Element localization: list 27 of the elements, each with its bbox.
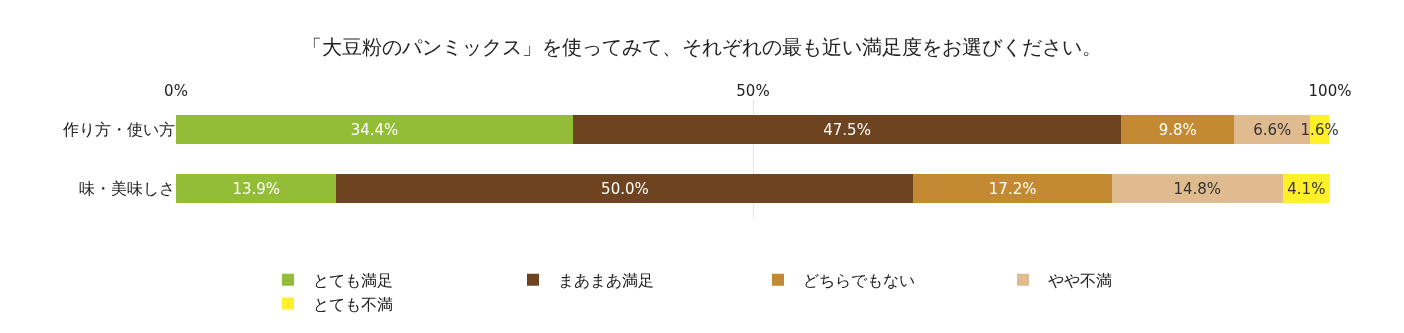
bar bbox=[572, 114, 1122, 145]
data-label: 13.9% bbox=[232, 179, 281, 198]
bar bbox=[176, 173, 337, 204]
bar bbox=[336, 173, 914, 204]
legend-label: やや不満 bbox=[1048, 270, 1112, 290]
legend-label: どちらでもない bbox=[803, 270, 915, 290]
legend-label: とても不満 bbox=[313, 294, 393, 314]
data-label: 9.8% bbox=[1158, 120, 1197, 139]
data-label: 14.8% bbox=[1173, 179, 1222, 198]
x-tick-label: 100% bbox=[1308, 82, 1352, 100]
legend-label: まあまあ満足 bbox=[558, 270, 654, 290]
x-tick-label: 0% bbox=[164, 82, 188, 100]
legend-label: とても満足 bbox=[313, 270, 393, 290]
bar bbox=[176, 114, 573, 145]
x-tick-label: 50% bbox=[736, 82, 770, 100]
bar bbox=[913, 173, 1112, 204]
data-label: 6.6% bbox=[1253, 120, 1292, 139]
bar bbox=[1111, 173, 1283, 204]
data-label: 50.0% bbox=[601, 179, 649, 198]
data-label: 47.5% bbox=[823, 120, 871, 139]
data-label: 4.1% bbox=[1287, 179, 1326, 198]
y-tick-label: 作り方・使い方 bbox=[62, 120, 175, 140]
y-tick-label: 味・美味しさ bbox=[79, 179, 175, 199]
data-label: 17.2% bbox=[988, 179, 1037, 198]
chart-title: 「大豆粉のパンミックス」を使ってみて、それぞれの最も近い満足度をお選びください。 bbox=[302, 34, 1102, 59]
bar bbox=[1121, 114, 1235, 145]
data-label: 34.4% bbox=[350, 120, 399, 139]
